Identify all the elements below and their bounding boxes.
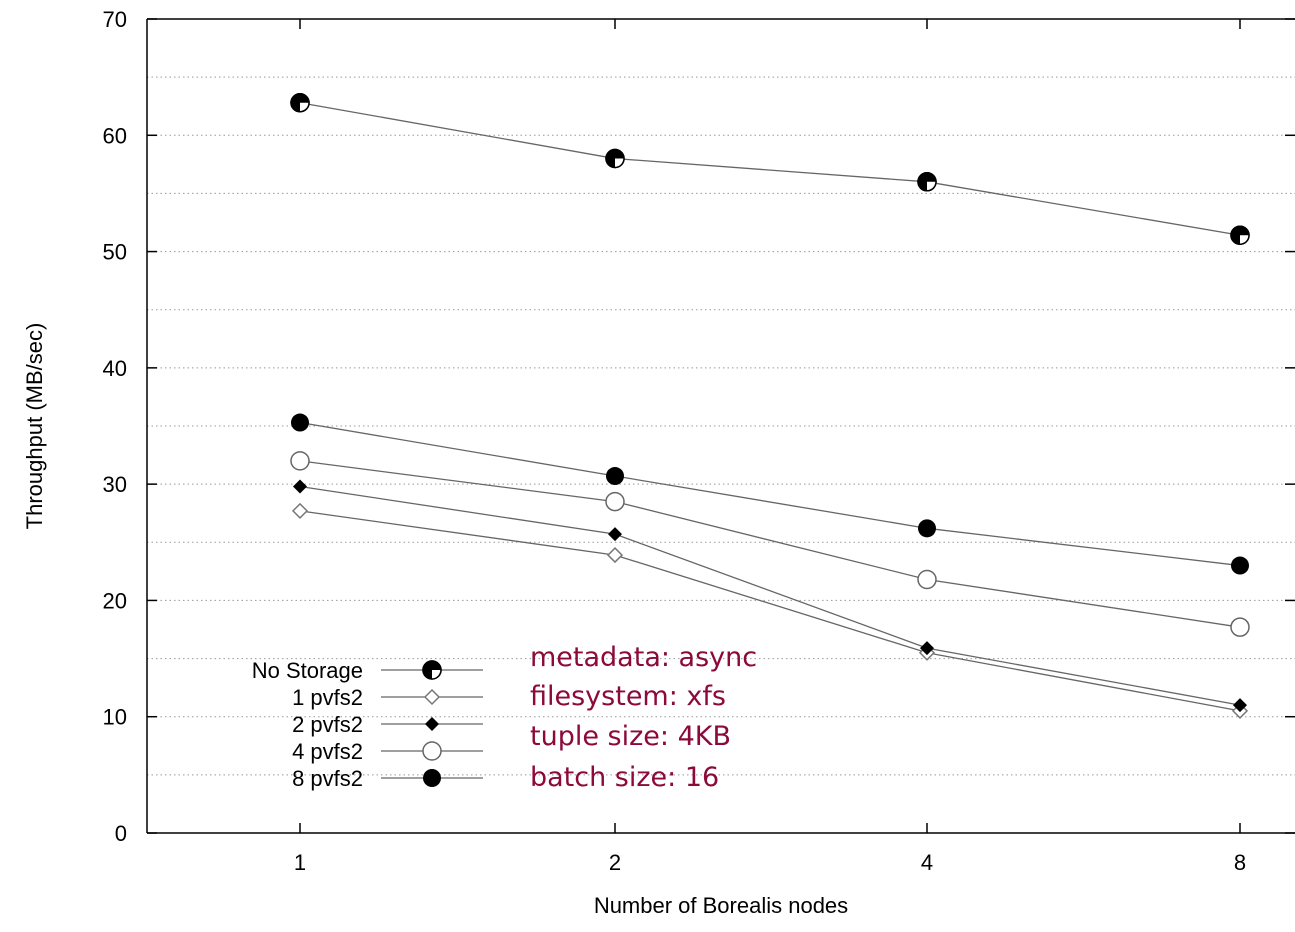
y-tick-label: 70 <box>103 7 127 32</box>
y-tick-label: 30 <box>103 472 127 497</box>
marker-shape <box>606 547 624 564</box>
legend-marker <box>423 688 441 706</box>
series-line <box>299 510 1241 712</box>
data-point <box>1233 698 1247 713</box>
legend-marker <box>422 660 442 680</box>
annotation-line: batch size: 16 <box>530 762 719 793</box>
marker-shape <box>920 641 934 656</box>
data-point <box>608 527 622 542</box>
y-axis-title: Throughput (MB/sec) <box>22 323 47 530</box>
y-tick-label: 10 <box>103 705 127 730</box>
legend-label: 8 pvfs2 <box>292 766 363 791</box>
series-line <box>299 102 1241 236</box>
annotation-block: metadata: async filesystem: xfs tuple si… <box>530 642 757 793</box>
data-point <box>291 413 309 432</box>
y-tick-label: 60 <box>103 123 127 148</box>
data-point <box>290 451 310 471</box>
data-point <box>606 547 624 564</box>
legend-label: No Storage <box>252 658 363 683</box>
legend-label: 4 pvfs2 <box>292 739 363 764</box>
marker-shape <box>1230 617 1250 637</box>
annotation-line: tuple size: 4KB <box>530 721 731 752</box>
data-point <box>605 148 625 169</box>
data-point <box>1230 617 1250 637</box>
legend-label: 1 pvfs2 <box>292 685 363 710</box>
legend-marker <box>423 769 441 787</box>
legend-label: 2 pvfs2 <box>292 712 363 737</box>
data-point <box>605 491 625 512</box>
marker-shape <box>608 527 622 542</box>
marker-shape <box>423 769 441 787</box>
marker-shape <box>432 670 441 679</box>
data-point <box>920 641 934 656</box>
marker-shape <box>917 172 937 192</box>
data-point <box>606 467 624 486</box>
series-line <box>299 485 1241 706</box>
data-point <box>918 519 936 538</box>
marker-shape <box>290 92 310 113</box>
marker-shape <box>291 413 309 432</box>
marker-shape <box>422 741 442 761</box>
marker-shape <box>425 717 439 731</box>
x-tick-label: 1 <box>294 850 306 875</box>
marker-shape <box>1233 698 1247 713</box>
y-tick-label: 20 <box>103 588 127 613</box>
data-point <box>917 172 937 192</box>
marker-shape <box>605 491 625 512</box>
data-point <box>290 92 310 113</box>
marker-shape <box>291 502 309 519</box>
data-point <box>917 569 937 590</box>
series-line <box>299 460 1241 628</box>
marker-shape <box>917 569 937 590</box>
x-tick-label: 8 <box>1234 850 1246 875</box>
marker-shape <box>1230 225 1250 246</box>
x-axis-title: Number of Borealis nodes <box>594 893 848 918</box>
data-point <box>1230 225 1250 246</box>
marker-shape <box>290 451 310 471</box>
legend-marker <box>422 741 442 761</box>
marker-shape <box>300 102 309 112</box>
x-tick-label: 4 <box>921 850 933 875</box>
marker-shape <box>1240 235 1249 245</box>
marker-shape <box>423 688 441 706</box>
marker-shape <box>918 519 936 538</box>
marker-shape <box>1231 556 1249 575</box>
y-tick-label: 50 <box>103 240 127 265</box>
y-ticks: 0 10 20 30 40 50 60 70 <box>103 7 1295 846</box>
y-tick-label: 0 <box>115 821 127 846</box>
marker-shape <box>422 660 442 680</box>
annotation-line: filesystem: xfs <box>530 681 726 712</box>
marker-shape <box>927 181 936 191</box>
x-ticks: 1 2 4 8 <box>294 19 1246 875</box>
data-point <box>291 502 309 519</box>
legend-marker <box>425 717 439 731</box>
marker-shape <box>293 479 307 494</box>
x-tick-label: 2 <box>609 850 621 875</box>
data-point <box>1231 556 1249 575</box>
annotation-line: metadata: async <box>530 642 757 673</box>
axes <box>146 18 1295 834</box>
y-tick-label: 40 <box>103 356 127 381</box>
data-point <box>293 479 307 494</box>
series-lines <box>299 102 1241 712</box>
marker-shape <box>605 148 625 169</box>
marker-shape <box>615 158 624 168</box>
series-line <box>299 421 1241 567</box>
marker-shape <box>606 467 624 486</box>
series-markers <box>290 92 1250 719</box>
